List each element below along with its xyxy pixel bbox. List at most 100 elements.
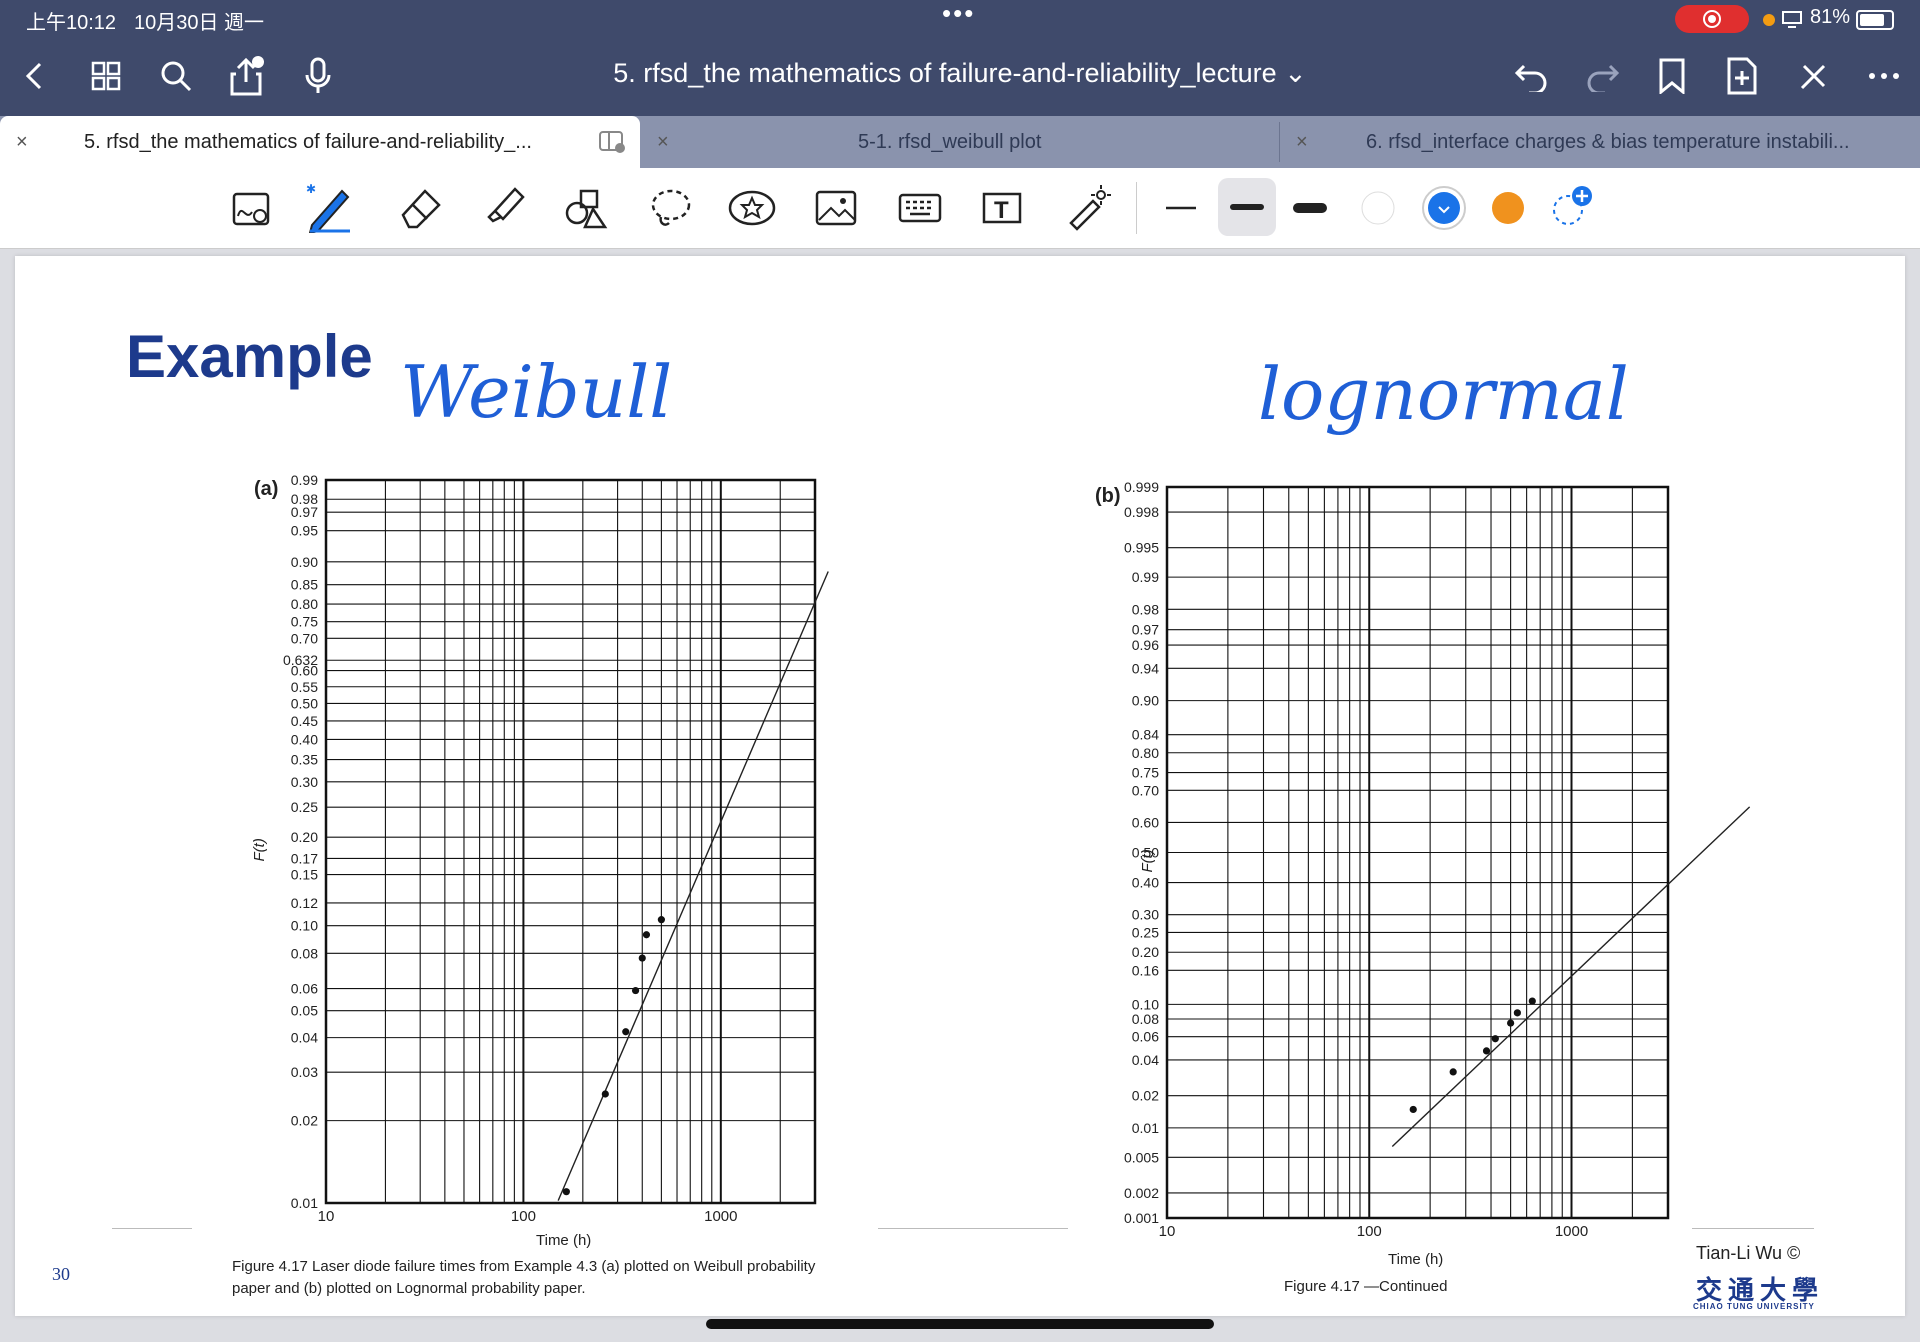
document-title[interactable]: 5. rfsd_the mathematics of failure-and-r… — [613, 58, 1307, 88]
share-icon[interactable] — [224, 54, 268, 98]
y-tick-label: 0.08 — [291, 945, 318, 961]
zoom-window-icon[interactable] — [226, 182, 278, 234]
pen-icon[interactable]: ✱ — [304, 182, 356, 234]
add-color-icon[interactable] — [1546, 182, 1598, 234]
y-tick-label: 0.25 — [291, 799, 318, 815]
y-tick-label: 0.01 — [291, 1195, 318, 1211]
y-tick-label: 0.999 — [1124, 479, 1159, 495]
y-axis-title: F(t) — [1139, 849, 1156, 872]
eraser-icon[interactable] — [394, 182, 446, 234]
handwritten-weibull: Weibull — [400, 350, 673, 434]
y-tick-label: 0.50 — [1132, 845, 1159, 861]
search-icon[interactable] — [154, 54, 198, 98]
y-tick-label: 0.998 — [1124, 504, 1159, 520]
shapes-icon[interactable] — [560, 182, 612, 234]
image-icon[interactable] — [810, 182, 862, 234]
y-tick-label: 0.85 — [291, 577, 318, 593]
divider — [1692, 1228, 1814, 1229]
multitask-dots-icon[interactable]: ••• — [942, 0, 976, 28]
data-point — [1528, 997, 1536, 1005]
y-tick-label: 0.70 — [291, 630, 318, 646]
highlighter-icon[interactable] — [478, 182, 530, 234]
y-tick-label: 0.06 — [291, 981, 318, 997]
y-tick-label: 0.02 — [291, 1113, 318, 1129]
page-number: 30 — [52, 1264, 70, 1284]
data-point — [1491, 1035, 1499, 1043]
keyboard-icon[interactable] — [894, 182, 946, 234]
y-tick-label: 0.60 — [291, 663, 318, 679]
data-point — [622, 1028, 630, 1036]
tab-close-icon[interactable]: × — [1296, 130, 1308, 153]
tab-label: 6. rfsd_interface charges & bias tempera… — [1366, 130, 1850, 153]
y-axis-title: F(t) — [251, 838, 268, 861]
stroke-thick-icon[interactable] — [1284, 182, 1336, 234]
y-tick-label: 0.12 — [291, 895, 318, 911]
screen-mirror-icon — [1782, 10, 1802, 33]
y-tick-label: 0.15 — [291, 867, 318, 883]
y-tick-label: 0.80 — [1132, 745, 1159, 761]
laser-pointer-icon[interactable] — [1062, 182, 1114, 234]
y-tick-label: 0.10 — [291, 918, 318, 934]
data-point — [601, 1090, 609, 1098]
y-tick-label: 0.45 — [291, 713, 318, 729]
y-tick-label: 0.75 — [291, 614, 318, 630]
screen-record-icon[interactable] — [1675, 5, 1749, 33]
y-tick-label: 0.03 — [291, 1064, 318, 1080]
author-credit: Tian-Li Wu © — [1696, 1243, 1801, 1263]
privacy-dot-icon — [1763, 14, 1775, 26]
svg-text:✱: ✱ — [306, 183, 316, 196]
add-page-icon[interactable] — [1720, 54, 1764, 98]
bookmark-icon[interactable] — [1650, 54, 1694, 98]
more-icon[interactable] — [1862, 54, 1906, 98]
x-tick-label: 1000 — [1555, 1223, 1588, 1240]
split-view-icon[interactable] — [598, 130, 626, 160]
x-tick-label: 100 — [511, 1208, 536, 1225]
x-axis-title-b: Time (h) — [1388, 1251, 1444, 1268]
university-logo: 交通大學 — [1696, 1275, 1825, 1305]
y-tick-label: 0.60 — [1132, 814, 1159, 830]
y-tick-label: 0.01 — [1132, 1120, 1159, 1136]
y-tick-label: 0.97 — [1132, 622, 1159, 638]
handwritten-lognormal: lognormal — [1258, 352, 1629, 436]
data-point — [1449, 1068, 1457, 1076]
tab-close-icon[interactable]: × — [657, 130, 669, 153]
color-blue-swatch[interactable] — [1418, 182, 1470, 234]
x-tick-label: 1000 — [704, 1208, 737, 1225]
y-tick-label: 0.94 — [1132, 660, 1159, 676]
color-orange-swatch[interactable] — [1482, 182, 1534, 234]
x-tick-label: 100 — [1357, 1223, 1382, 1240]
tab-divider — [1279, 122, 1280, 162]
tab-weibull-plot[interactable]: × 5-1. rfsd_weibull plot — [641, 116, 1279, 168]
tab-mathematics[interactable]: × 5. rfsd_the mathematics of failure-and… — [0, 116, 640, 168]
back-icon[interactable] — [12, 54, 56, 98]
y-tick-label: 0.30 — [291, 774, 318, 790]
y-tick-label: 0.06 — [1132, 1029, 1159, 1045]
stroke-thin-icon[interactable] — [1156, 182, 1208, 234]
lasso-icon[interactable] — [644, 182, 696, 234]
grid-view-icon[interactable] — [84, 54, 128, 98]
y-tick-label: 0.90 — [1132, 693, 1159, 709]
undo-icon[interactable] — [1510, 54, 1554, 98]
microphone-icon[interactable] — [296, 54, 340, 98]
tab-interface-charges[interactable]: × 6. rfsd_interface charges & bias tempe… — [1280, 116, 1920, 168]
redo-icon[interactable] — [1580, 54, 1624, 98]
app-toolbar: 上午10:12 10月30日 週一 ••• 81% 5. rfsd_the ma… — [0, 0, 1920, 116]
y-tick-label: 0.96 — [1132, 637, 1159, 653]
home-indicator[interactable] — [706, 1319, 1214, 1329]
y-tick-label: 0.97 — [291, 504, 318, 520]
status-time: 上午10:12 — [26, 12, 117, 34]
sticker-icon[interactable] — [726, 182, 778, 234]
data-point — [657, 916, 665, 924]
y-tick-label: 0.10 — [1132, 996, 1159, 1012]
tab-close-icon[interactable]: × — [16, 130, 28, 153]
y-tick-label: 0.70 — [1132, 782, 1159, 798]
y-tick-label: 0.40 — [1132, 875, 1159, 891]
pen-off-icon[interactable] — [1792, 54, 1836, 98]
stroke-medium-icon[interactable] — [1218, 178, 1276, 236]
data-point — [1513, 1009, 1521, 1017]
y-tick-label: 0.90 — [291, 554, 318, 570]
text-box-icon[interactable]: T — [976, 182, 1028, 234]
color-white-swatch[interactable] — [1352, 182, 1404, 234]
y-tick-label: 0.99 — [291, 472, 318, 488]
